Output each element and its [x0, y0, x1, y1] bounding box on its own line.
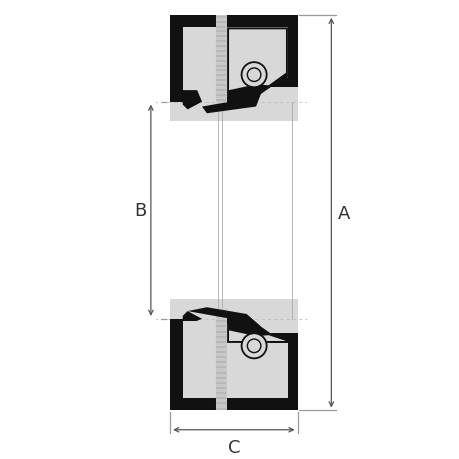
Polygon shape	[170, 101, 197, 102]
Polygon shape	[287, 343, 297, 398]
Polygon shape	[229, 30, 285, 91]
Polygon shape	[182, 311, 202, 321]
Polygon shape	[182, 91, 202, 110]
Polygon shape	[229, 330, 285, 341]
Polygon shape	[227, 314, 287, 343]
Polygon shape	[170, 28, 182, 101]
Polygon shape	[202, 95, 260, 114]
Polygon shape	[270, 334, 297, 343]
Circle shape	[241, 334, 266, 358]
Polygon shape	[170, 321, 182, 398]
Polygon shape	[227, 28, 287, 107]
Circle shape	[247, 69, 260, 82]
Polygon shape	[170, 398, 297, 410]
Polygon shape	[187, 308, 260, 327]
Polygon shape	[170, 16, 297, 122]
Polygon shape	[170, 16, 297, 28]
Circle shape	[241, 63, 266, 88]
Polygon shape	[287, 28, 297, 78]
Text: A: A	[337, 204, 350, 222]
Polygon shape	[270, 78, 297, 88]
Polygon shape	[215, 16, 227, 112]
Polygon shape	[215, 309, 227, 410]
Text: C: C	[227, 438, 240, 456]
Polygon shape	[170, 319, 197, 321]
Circle shape	[247, 339, 260, 353]
Polygon shape	[170, 300, 297, 410]
Text: B: B	[134, 202, 146, 220]
